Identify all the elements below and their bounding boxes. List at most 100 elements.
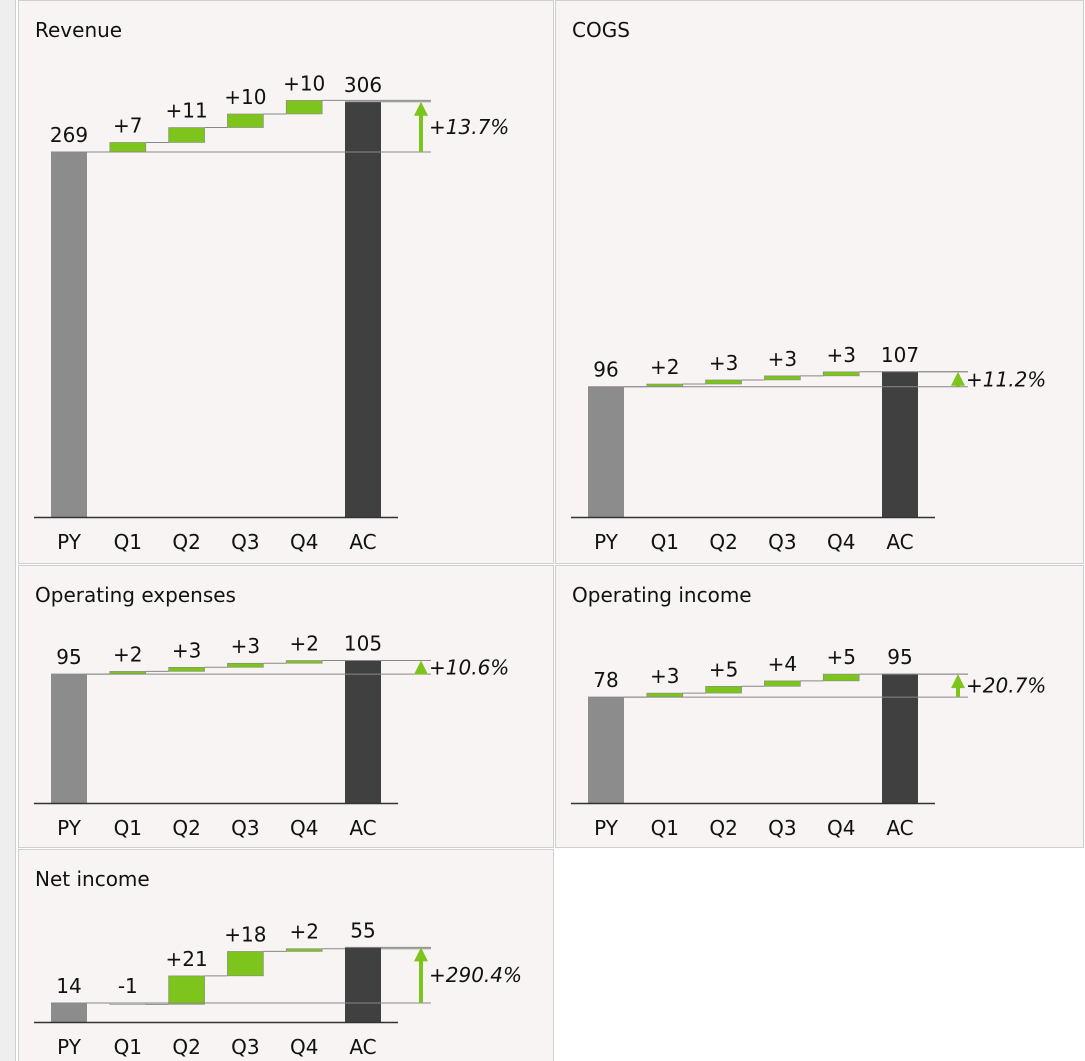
bar	[764, 375, 801, 381]
x-tick-label: Q2	[172, 530, 200, 554]
bar	[227, 113, 264, 128]
value-label: +3	[231, 634, 260, 658]
bar	[345, 101, 381, 518]
x-tick-label: Q2	[172, 816, 200, 840]
x-tick-label: Q1	[114, 816, 142, 840]
value-label: -1	[118, 974, 138, 998]
x-tick-label: Q4	[827, 816, 855, 840]
value-label: 107	[881, 343, 919, 367]
bar	[705, 379, 742, 385]
bar	[822, 371, 860, 377]
x-tick-label: Q3	[768, 530, 796, 554]
value-label: +3	[768, 347, 797, 371]
x-tick-label: Q1	[114, 1035, 142, 1059]
bar	[227, 951, 264, 977]
chart-title: COGS	[572, 18, 630, 42]
bar	[588, 697, 624, 803]
x-tick-label: Q2	[172, 1035, 200, 1059]
value-label: 306	[344, 73, 382, 97]
bar	[168, 975, 205, 1005]
bar	[285, 660, 323, 664]
panel	[18, 849, 554, 1061]
delta-arrow-head	[951, 371, 965, 386]
bar	[285, 948, 323, 952]
bar	[168, 127, 205, 143]
value-label: +2	[650, 355, 679, 379]
value-label: 55	[350, 918, 375, 942]
x-tick-label: Q2	[709, 816, 737, 840]
bar	[51, 1003, 87, 1022]
x-tick-label: Q3	[231, 816, 259, 840]
delta-arrow-shaft	[956, 686, 960, 698]
x-tick-label: Q3	[768, 816, 796, 840]
bar	[51, 151, 87, 518]
x-tick-label: PY	[57, 1035, 82, 1059]
x-tick-label: Q1	[114, 530, 142, 554]
value-label: +3	[826, 343, 855, 367]
value-label: +2	[289, 632, 318, 656]
panel	[555, 565, 1084, 848]
value-label: +4	[768, 652, 797, 676]
x-tick-label: AC	[349, 530, 376, 554]
panel	[555, 0, 1084, 564]
x-tick-label: Q4	[290, 530, 318, 554]
x-tick-label: Q4	[827, 530, 855, 554]
chart-title: Operating income	[572, 583, 752, 607]
value-label: +2	[113, 642, 142, 666]
delta-arrow-head	[414, 660, 428, 675]
bar	[646, 692, 684, 698]
bar	[109, 142, 147, 153]
bar	[822, 673, 860, 682]
bar	[227, 662, 264, 668]
delta-label: +20.7%	[966, 674, 1046, 698]
delta-label: +11.2%	[966, 367, 1046, 391]
bar	[51, 674, 87, 803]
value-label: 78	[593, 668, 618, 692]
value-label: 96	[593, 358, 618, 382]
value-label: +3	[709, 351, 738, 375]
delta-arrow-shaft	[419, 113, 423, 152]
x-tick-label: AC	[886, 530, 913, 554]
x-tick-label: PY	[57, 530, 82, 554]
bar	[764, 680, 801, 687]
bar	[882, 371, 918, 517]
x-tick-label: Q1	[651, 816, 679, 840]
value-label: 269	[50, 123, 88, 147]
x-tick-label: PY	[57, 816, 82, 840]
bar	[345, 947, 381, 1022]
value-label: +5	[709, 657, 738, 681]
value-label: +5	[826, 645, 855, 669]
delta-label: +10.6%	[429, 655, 509, 679]
bar	[705, 685, 742, 694]
x-tick-label: AC	[349, 1035, 376, 1059]
value-label: +7	[113, 113, 142, 137]
value-label: 95	[887, 645, 912, 669]
value-label: +10	[283, 71, 325, 95]
value-label: 105	[344, 632, 382, 656]
delta-arrow-head	[414, 101, 428, 116]
bar	[345, 660, 381, 803]
x-tick-label: AC	[886, 816, 913, 840]
bar	[588, 386, 624, 517]
value-label: +3	[650, 664, 679, 688]
panel	[18, 0, 554, 564]
panel	[18, 565, 554, 848]
value-label: 95	[56, 645, 81, 669]
x-tick-label: Q3	[231, 530, 259, 554]
chart-title: Net income	[35, 867, 150, 891]
chart-title: Revenue	[35, 18, 122, 42]
value-label: +2	[289, 920, 318, 944]
bar	[882, 674, 918, 803]
x-tick-label: Q1	[651, 530, 679, 554]
value-label: +11	[165, 99, 207, 123]
bar	[168, 666, 205, 672]
x-tick-label: Q4	[290, 816, 318, 840]
delta-label: +290.4%	[429, 963, 522, 987]
value-label: +3	[172, 638, 201, 662]
value-label: +21	[165, 947, 207, 971]
value-label: 14	[56, 974, 81, 998]
x-tick-label: PY	[594, 530, 619, 554]
x-tick-label: PY	[594, 816, 619, 840]
x-tick-label: AC	[349, 816, 376, 840]
